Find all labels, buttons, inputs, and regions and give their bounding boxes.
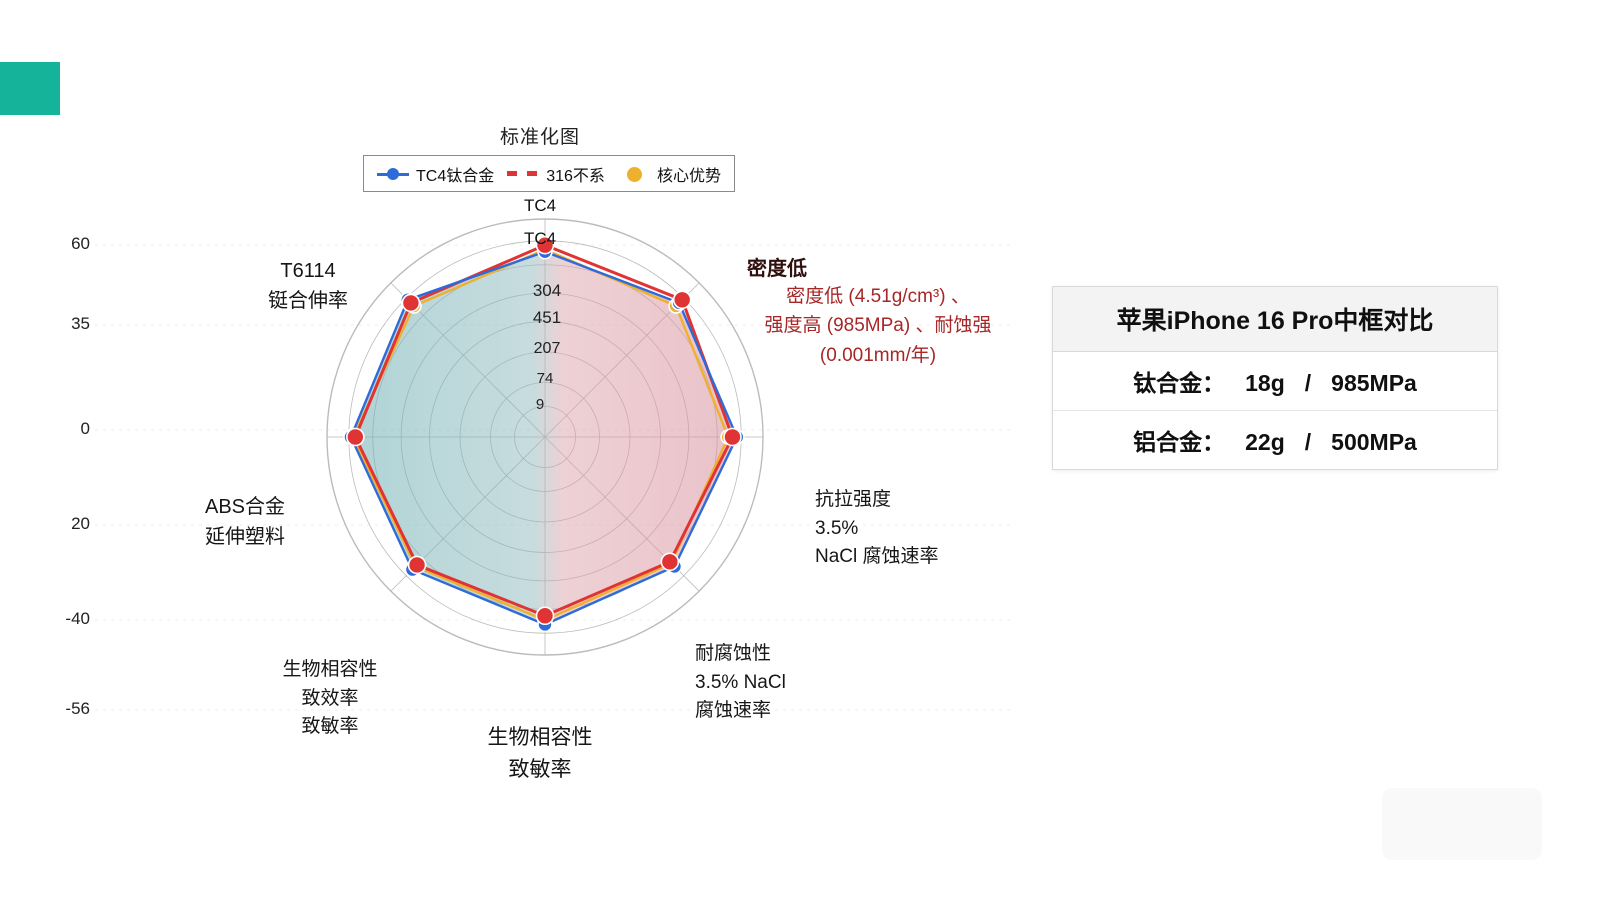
chart-title: 标准化图 <box>499 127 580 148</box>
annotation-density-note: 密度低 (4.51g/cm³) 、 强度高 (985MPa) 、耐蚀强 (0.0… <box>764 286 992 366</box>
axis-label-elongation: T6114 铤合伸率 <box>268 260 348 312</box>
y-tick: 20 <box>71 514 90 533</box>
legend-dash-icon <box>507 167 539 181</box>
y-tick: 60 <box>71 234 90 253</box>
legend-item-core: 核心优势 <box>618 162 721 186</box>
comparison-row-aluminum: 铝合金： 22g / 500MPa <box>1053 411 1497 469</box>
legend-line-dot-icon <box>377 167 409 181</box>
legend-dot-icon <box>618 166 650 182</box>
y-tick: 35 <box>71 314 90 333</box>
material-name: 钛合金： <box>1133 370 1226 396</box>
ring-label: 304 <box>532 281 562 300</box>
ring-label: 451 <box>532 308 562 327</box>
divider-slash: / <box>1304 370 1312 396</box>
material-strength: 500MPa <box>1331 429 1417 455</box>
material-name: 铝合金： <box>1133 429 1226 455</box>
comparison-panel: 苹果iPhone 16 Pro中框对比 钛合金： 18g / 985MPa 铝合… <box>1052 286 1498 470</box>
material-weight: 18g <box>1245 370 1285 396</box>
ring-label: 9 <box>535 396 545 413</box>
y-tick: -56 <box>65 699 90 718</box>
legend-label: 核心优势 <box>656 167 721 185</box>
axis-label-tc4: TC4 <box>523 229 557 248</box>
legend-label: 316不系 <box>546 167 605 185</box>
axis-label-tensile: 抗拉强度 3.5% NaCl 腐蚀速率 <box>815 489 939 567</box>
ring-label: 207 <box>533 340 561 357</box>
axis-label-bio-bottom: 生物相容性 致敏率 <box>487 726 593 781</box>
legend-item-tc4: TC4钛合金 <box>377 162 494 186</box>
axis-label-bio-lower-left: 生物相容性 致效率 致敏率 <box>282 659 378 737</box>
axis-label-abs: ABS合金 延伸塑料 <box>205 496 286 548</box>
axis-label-corrosion: 耐腐蚀性 3.5% NaCl 腐蚀速率 <box>695 643 786 721</box>
watermark <box>1382 788 1542 860</box>
chart-legend: TC4钛合金 316不系 核心优势 <box>363 155 735 192</box>
material-weight: 22g <box>1245 429 1285 455</box>
comparison-panel-title: 苹果iPhone 16 Pro中框对比 <box>1053 287 1497 352</box>
axis-label-density: 密度低 <box>747 258 807 280</box>
y-tick: 0 <box>80 419 90 438</box>
divider-slash: / <box>1304 429 1312 455</box>
legend-item-316: 316不系 <box>507 162 605 186</box>
ring-label: 74 <box>536 370 554 387</box>
axis-label-tc4-upper: TC4 <box>523 196 557 215</box>
material-strength: 985MPa <box>1331 370 1417 396</box>
legend-label: TC4钛合金 <box>416 167 495 185</box>
y-tick: -40 <box>65 609 90 628</box>
comparison-row-titanium: 钛合金： 18g / 985MPa <box>1053 352 1497 411</box>
brand-accent-square <box>0 62 60 115</box>
